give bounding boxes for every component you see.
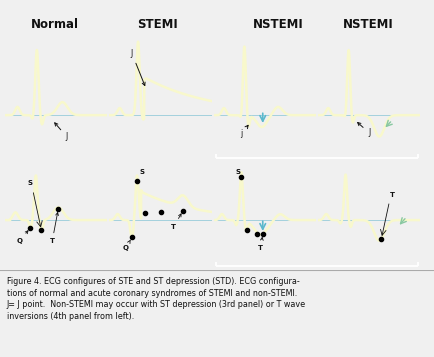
Text: Normal: Normal bbox=[31, 18, 79, 31]
Text: STEMI: STEMI bbox=[138, 18, 178, 31]
Text: T: T bbox=[49, 212, 59, 244]
Text: Q: Q bbox=[123, 240, 131, 251]
Text: Q: Q bbox=[16, 231, 28, 244]
Text: J: J bbox=[55, 123, 68, 141]
Text: J: J bbox=[131, 49, 145, 86]
Text: J: J bbox=[358, 122, 370, 137]
Text: T: T bbox=[258, 237, 263, 251]
Text: S: S bbox=[27, 180, 32, 186]
Text: NSTEMI: NSTEMI bbox=[253, 18, 303, 31]
Text: S: S bbox=[236, 169, 241, 175]
Text: Figure 4. ECG configures of STE and ST depression (STD). ECG configura-
tions of: Figure 4. ECG configures of STE and ST d… bbox=[7, 277, 306, 321]
Text: j: j bbox=[240, 125, 248, 139]
Text: T: T bbox=[390, 192, 395, 198]
Text: NSTEMI: NSTEMI bbox=[342, 18, 393, 31]
Text: S: S bbox=[140, 169, 145, 175]
Text: T: T bbox=[171, 214, 181, 230]
